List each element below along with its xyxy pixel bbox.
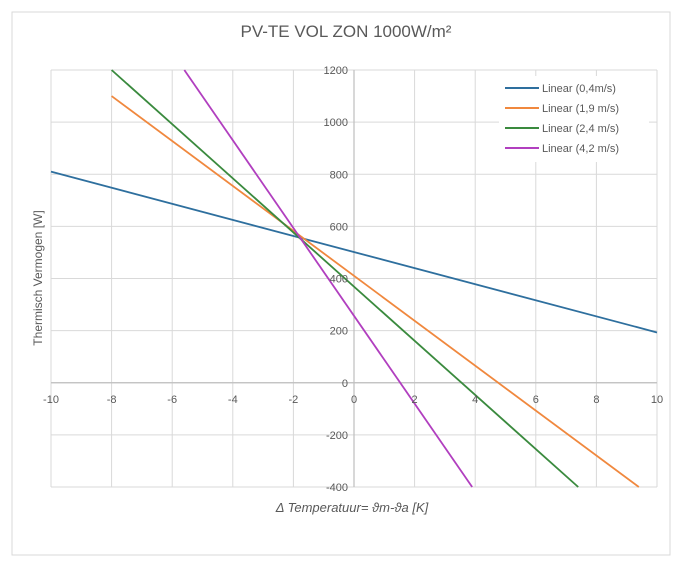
x-tick-label: -10 <box>43 394 59 406</box>
y-tick-label: -200 <box>326 430 348 442</box>
x-tick-label: 0 <box>351 394 357 406</box>
x-tick-label: -8 <box>107 394 117 406</box>
y-tick-label: 1200 <box>324 65 348 77</box>
x-tick-label: 4 <box>472 394 478 406</box>
tick-layer: -10 -8 -6 -4 -2 0 2 4 6 8 10 -400 -200 0 200 400 600 800 1… <box>43 65 663 494</box>
x-tick-label: 10 <box>651 394 663 406</box>
legend-label: Linear (2,4 m/s) <box>542 123 619 135</box>
series-line <box>50 170 658 334</box>
x-tick-label: 2 <box>412 394 418 406</box>
y-tick-label: 1000 <box>324 117 348 129</box>
series-line <box>111 69 579 488</box>
x-tick-label: -2 <box>289 394 299 406</box>
chart-title: PV-TE VOL ZON 1000W/m² <box>241 22 452 41</box>
grid-layer <box>50 69 658 488</box>
x-axis-label: Δ Temperatuur= ϑm-ϑa [K] <box>275 500 429 515</box>
x-tick-label: 8 <box>593 394 599 406</box>
y-axis-label: Thermisch Vermogen [W] <box>31 210 45 345</box>
y-tick-label: 400 <box>330 274 348 286</box>
legend-label: Linear (4,2 m/s) <box>542 143 619 155</box>
x-tick-label: 6 <box>533 394 539 406</box>
series-line <box>111 95 640 488</box>
y-tick-label: 200 <box>330 326 348 338</box>
series-layer <box>50 69 658 488</box>
x-tick-label: -6 <box>167 394 177 406</box>
legend-label: Linear (0,4m/s) <box>542 83 616 95</box>
x-tick-label: -4 <box>228 394 238 406</box>
y-tick-label: 600 <box>330 221 348 233</box>
legend-label: Linear (1,9 m/s) <box>542 103 619 115</box>
legend: Linear (0,4m/s) Linear (1,9 m/s) Linear (2… <box>499 76 649 162</box>
y-tick-label: -400 <box>326 482 348 494</box>
series-line <box>183 69 473 488</box>
axis-layer <box>51 70 657 487</box>
y-tick-label: 0 <box>342 378 348 390</box>
y-tick-label: 800 <box>330 169 348 181</box>
